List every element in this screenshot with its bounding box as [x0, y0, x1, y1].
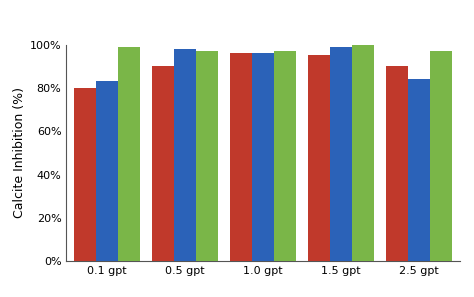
Bar	[330, 47, 352, 261]
Bar	[352, 45, 374, 261]
Bar	[174, 49, 196, 261]
Bar	[152, 66, 174, 261]
Bar	[230, 53, 252, 261]
Bar	[74, 88, 96, 261]
Bar	[408, 79, 430, 261]
Bar	[252, 53, 274, 261]
Bar	[274, 51, 296, 261]
Bar	[96, 81, 118, 261]
Bar	[430, 51, 452, 261]
Bar	[118, 47, 140, 261]
Y-axis label: Calcite Inhibition (%): Calcite Inhibition (%)	[13, 87, 26, 219]
Bar	[196, 51, 218, 261]
Bar	[386, 66, 408, 261]
Bar	[309, 56, 330, 261]
